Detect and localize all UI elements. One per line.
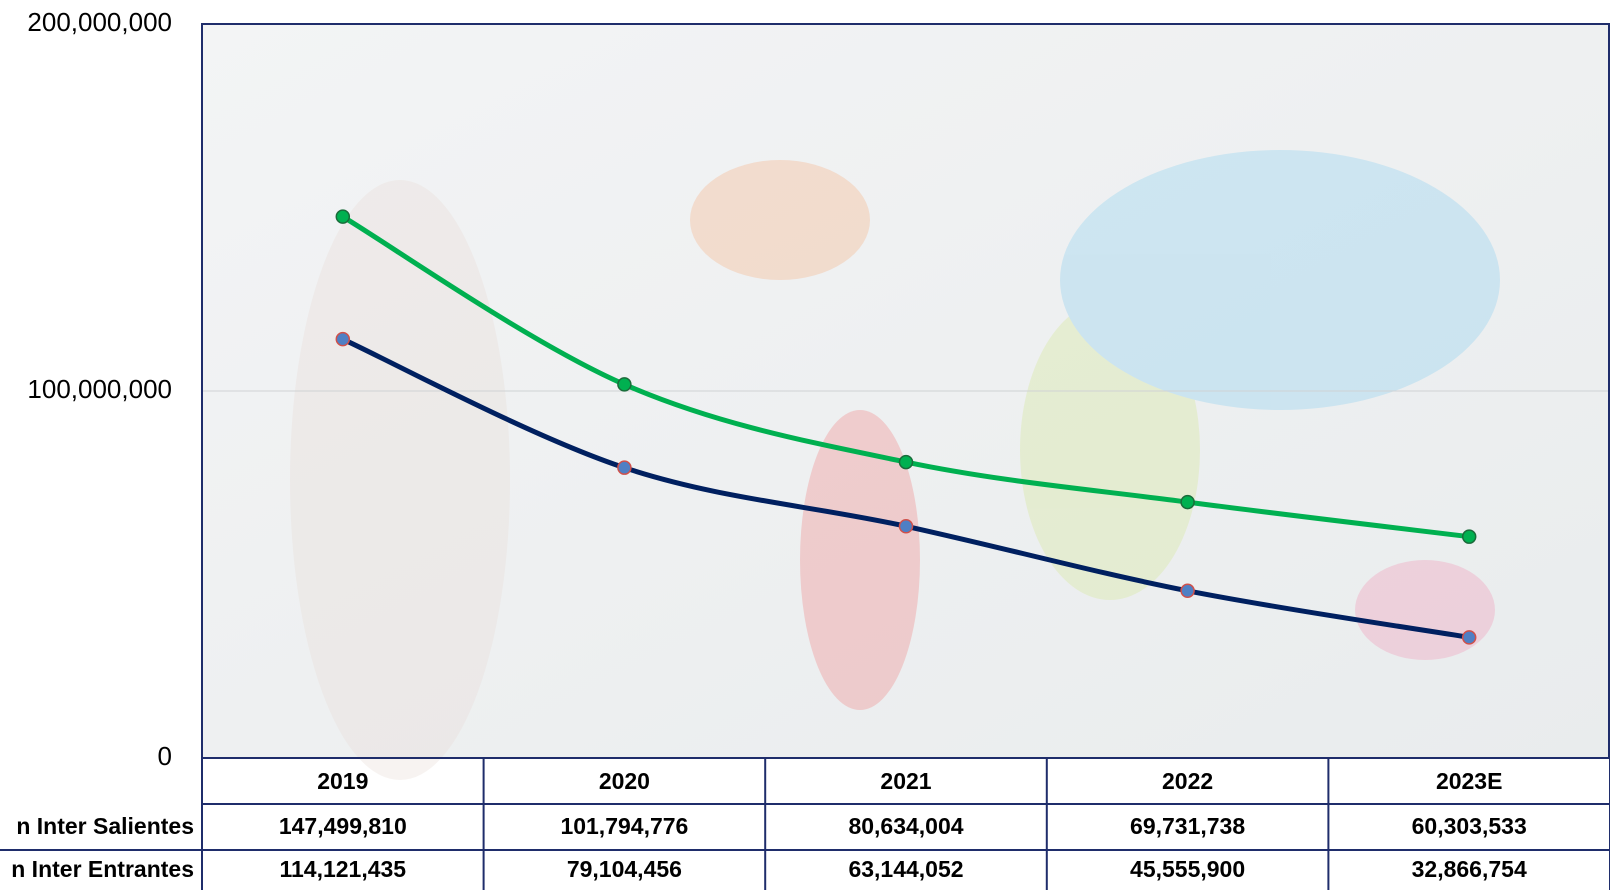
y-tick-label: 200,000,000 xyxy=(27,7,172,37)
table-value: 147,499,810 xyxy=(279,813,407,839)
page: {"chart_data":{"type":"line", "categorie… xyxy=(0,0,1610,890)
data-point xyxy=(1463,631,1476,644)
table-header: 2021 xyxy=(880,768,931,794)
data-point xyxy=(618,378,631,391)
data-point xyxy=(336,210,349,223)
table-value: 114,121,435 xyxy=(279,856,406,882)
table-header: 2023E xyxy=(1436,768,1503,794)
table-value: 60,303,533 xyxy=(1412,813,1527,839)
table-header: 2020 xyxy=(599,768,650,794)
table-value: 32,866,754 xyxy=(1412,856,1527,882)
table-value: 45,555,900 xyxy=(1130,856,1245,882)
data-point xyxy=(900,456,913,469)
data-point xyxy=(1181,584,1194,597)
data-point xyxy=(900,520,913,533)
chart: 0 100,000,000 200,000,000 2019 2020 2021 2022… xyxy=(0,0,1610,890)
legend-label: n Inter Entrantes xyxy=(11,856,194,882)
table-header: 2022 xyxy=(1162,768,1213,794)
data-point xyxy=(336,333,349,346)
table-value: 63,144,052 xyxy=(848,856,963,882)
table-value: 69,731,738 xyxy=(1130,813,1245,839)
y-tick-label: 100,000,000 xyxy=(27,374,172,404)
table-value: 80,634,004 xyxy=(848,813,963,839)
y-tick-label: 0 xyxy=(158,741,172,771)
table-value: 79,104,456 xyxy=(567,856,682,882)
data-point xyxy=(618,461,631,474)
data-point xyxy=(1181,496,1194,509)
data-point xyxy=(1463,530,1476,543)
table-value: 101,794,776 xyxy=(560,813,688,839)
table-header: 2019 xyxy=(317,768,368,794)
legend-label: n Inter Salientes xyxy=(16,813,194,839)
